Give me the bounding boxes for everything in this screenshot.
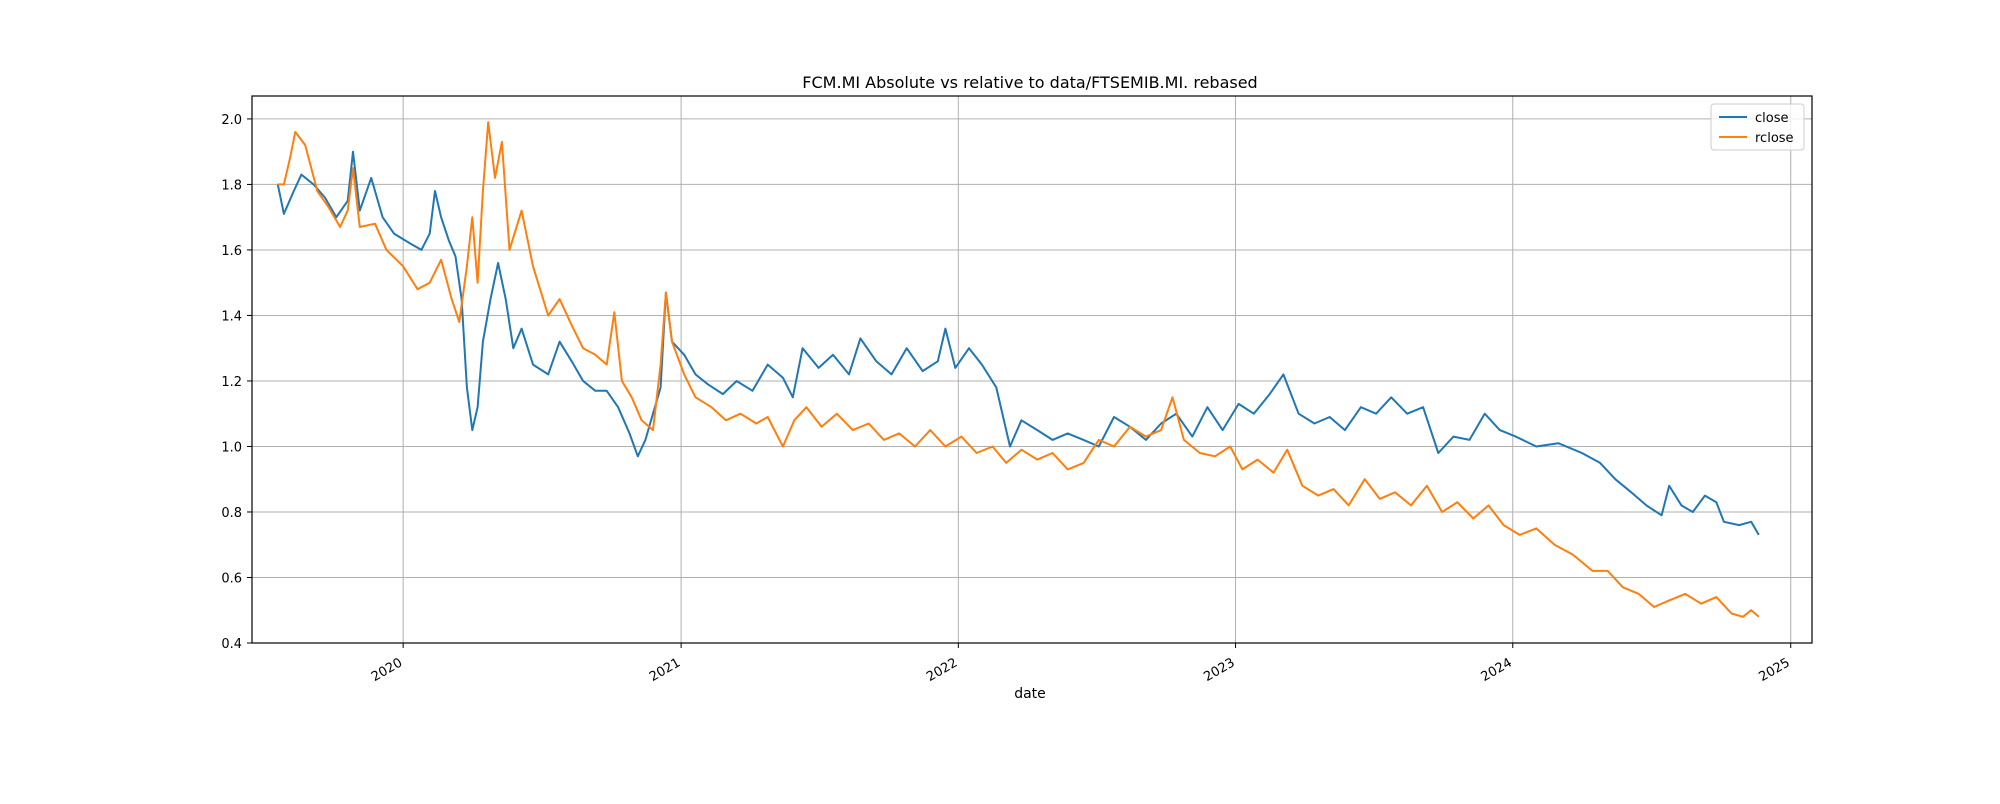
y-tick-label: 1.4 xyxy=(221,309,242,324)
legend-label-rclose: rclose xyxy=(1755,131,1794,146)
y-tick-label: 0.4 xyxy=(221,637,242,652)
legend-label-close: close xyxy=(1755,111,1788,126)
x-axis-label: date xyxy=(1014,686,1046,702)
y-tick-label: 2.0 xyxy=(221,113,242,128)
y-tick-label: 1.0 xyxy=(221,440,242,455)
y-axis: 0.4 0.6 0.8 1.0 1.2 1.4 1.6 1.8 2.0 xyxy=(221,113,252,652)
legend: close rclose xyxy=(1710,103,1805,151)
legend-box xyxy=(1710,103,1805,151)
y-tick-label: 1.8 xyxy=(221,178,242,193)
y-tick-label: 0.8 xyxy=(221,506,242,521)
y-tick-label: 1.6 xyxy=(221,244,242,259)
series-line-close xyxy=(276,150,1760,536)
series-layer xyxy=(276,121,1760,618)
y-tick-label: 0.6 xyxy=(221,571,242,586)
plot-frame xyxy=(251,95,1813,644)
grid-lines xyxy=(252,96,1812,644)
y-tick-label: 1.2 xyxy=(221,375,242,390)
series-line-rclose xyxy=(277,121,1760,618)
chart-title: FCM.MI Absolute vs relative to data/FTSE… xyxy=(802,73,1257,92)
